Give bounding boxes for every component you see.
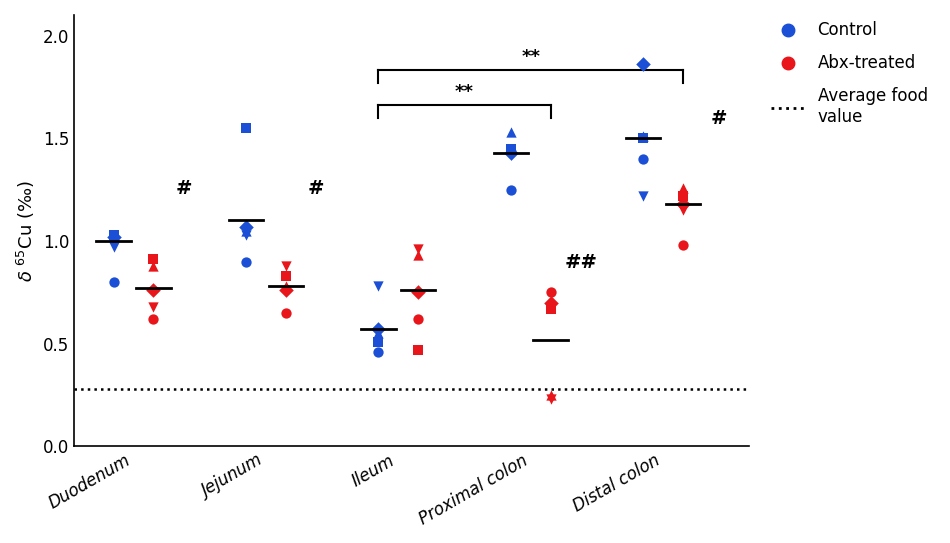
Point [410, 245, 426, 254]
Point [410, 288, 426, 296]
Point [278, 272, 294, 280]
Point [106, 243, 122, 251]
Point [370, 337, 386, 346]
Point [145, 315, 161, 324]
Point [278, 308, 294, 317]
Point [636, 192, 651, 200]
Point [675, 183, 691, 192]
Point [543, 288, 559, 296]
Point [145, 261, 161, 270]
Point [543, 395, 559, 403]
Text: **: ** [522, 48, 541, 66]
Point [106, 277, 122, 286]
Point [636, 132, 651, 141]
Point [675, 192, 691, 200]
Point [504, 150, 519, 159]
Point [106, 230, 122, 239]
Point [238, 230, 254, 239]
Point [504, 128, 519, 136]
Point [238, 124, 254, 132]
Point [675, 241, 691, 249]
Point [543, 298, 559, 307]
Point [543, 390, 559, 399]
Point [675, 200, 691, 209]
Point [504, 185, 519, 194]
Point [675, 206, 691, 214]
Point [504, 144, 519, 153]
Point [636, 60, 651, 68]
Text: **: ** [455, 83, 474, 102]
Point [145, 286, 161, 295]
Point [278, 286, 294, 295]
Text: ##: ## [564, 253, 598, 272]
Point [410, 251, 426, 260]
Text: #: # [711, 109, 727, 128]
Point [106, 232, 122, 241]
Point [145, 255, 161, 264]
Point [410, 345, 426, 354]
Point [238, 222, 254, 231]
Point [410, 315, 426, 324]
Point [370, 329, 386, 338]
Legend: Control, Abx-treated, Average food
value: Control, Abx-treated, Average food value [764, 15, 935, 133]
Y-axis label: $\delta$ $^{65}$Cu (‰): $\delta$ $^{65}$Cu (‰) [15, 180, 37, 282]
Text: #: # [308, 179, 325, 198]
Point [145, 302, 161, 311]
Point [106, 230, 122, 239]
Point [543, 305, 559, 313]
Point [636, 154, 651, 163]
Text: #: # [176, 179, 192, 198]
Point [238, 226, 254, 235]
Point [370, 325, 386, 333]
Point [370, 282, 386, 291]
Point [636, 134, 651, 143]
Point [278, 261, 294, 270]
Point [238, 257, 254, 266]
Point [370, 348, 386, 356]
Point [278, 282, 294, 291]
Point [504, 148, 519, 157]
